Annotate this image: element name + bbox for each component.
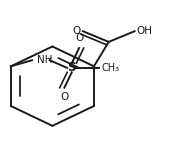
Text: O: O [60,92,68,102]
Text: OH: OH [136,26,152,36]
Text: S: S [68,61,76,74]
Text: NH: NH [37,55,52,65]
Text: O: O [73,26,81,36]
Text: CH₃: CH₃ [101,63,119,73]
Text: O: O [75,33,83,43]
